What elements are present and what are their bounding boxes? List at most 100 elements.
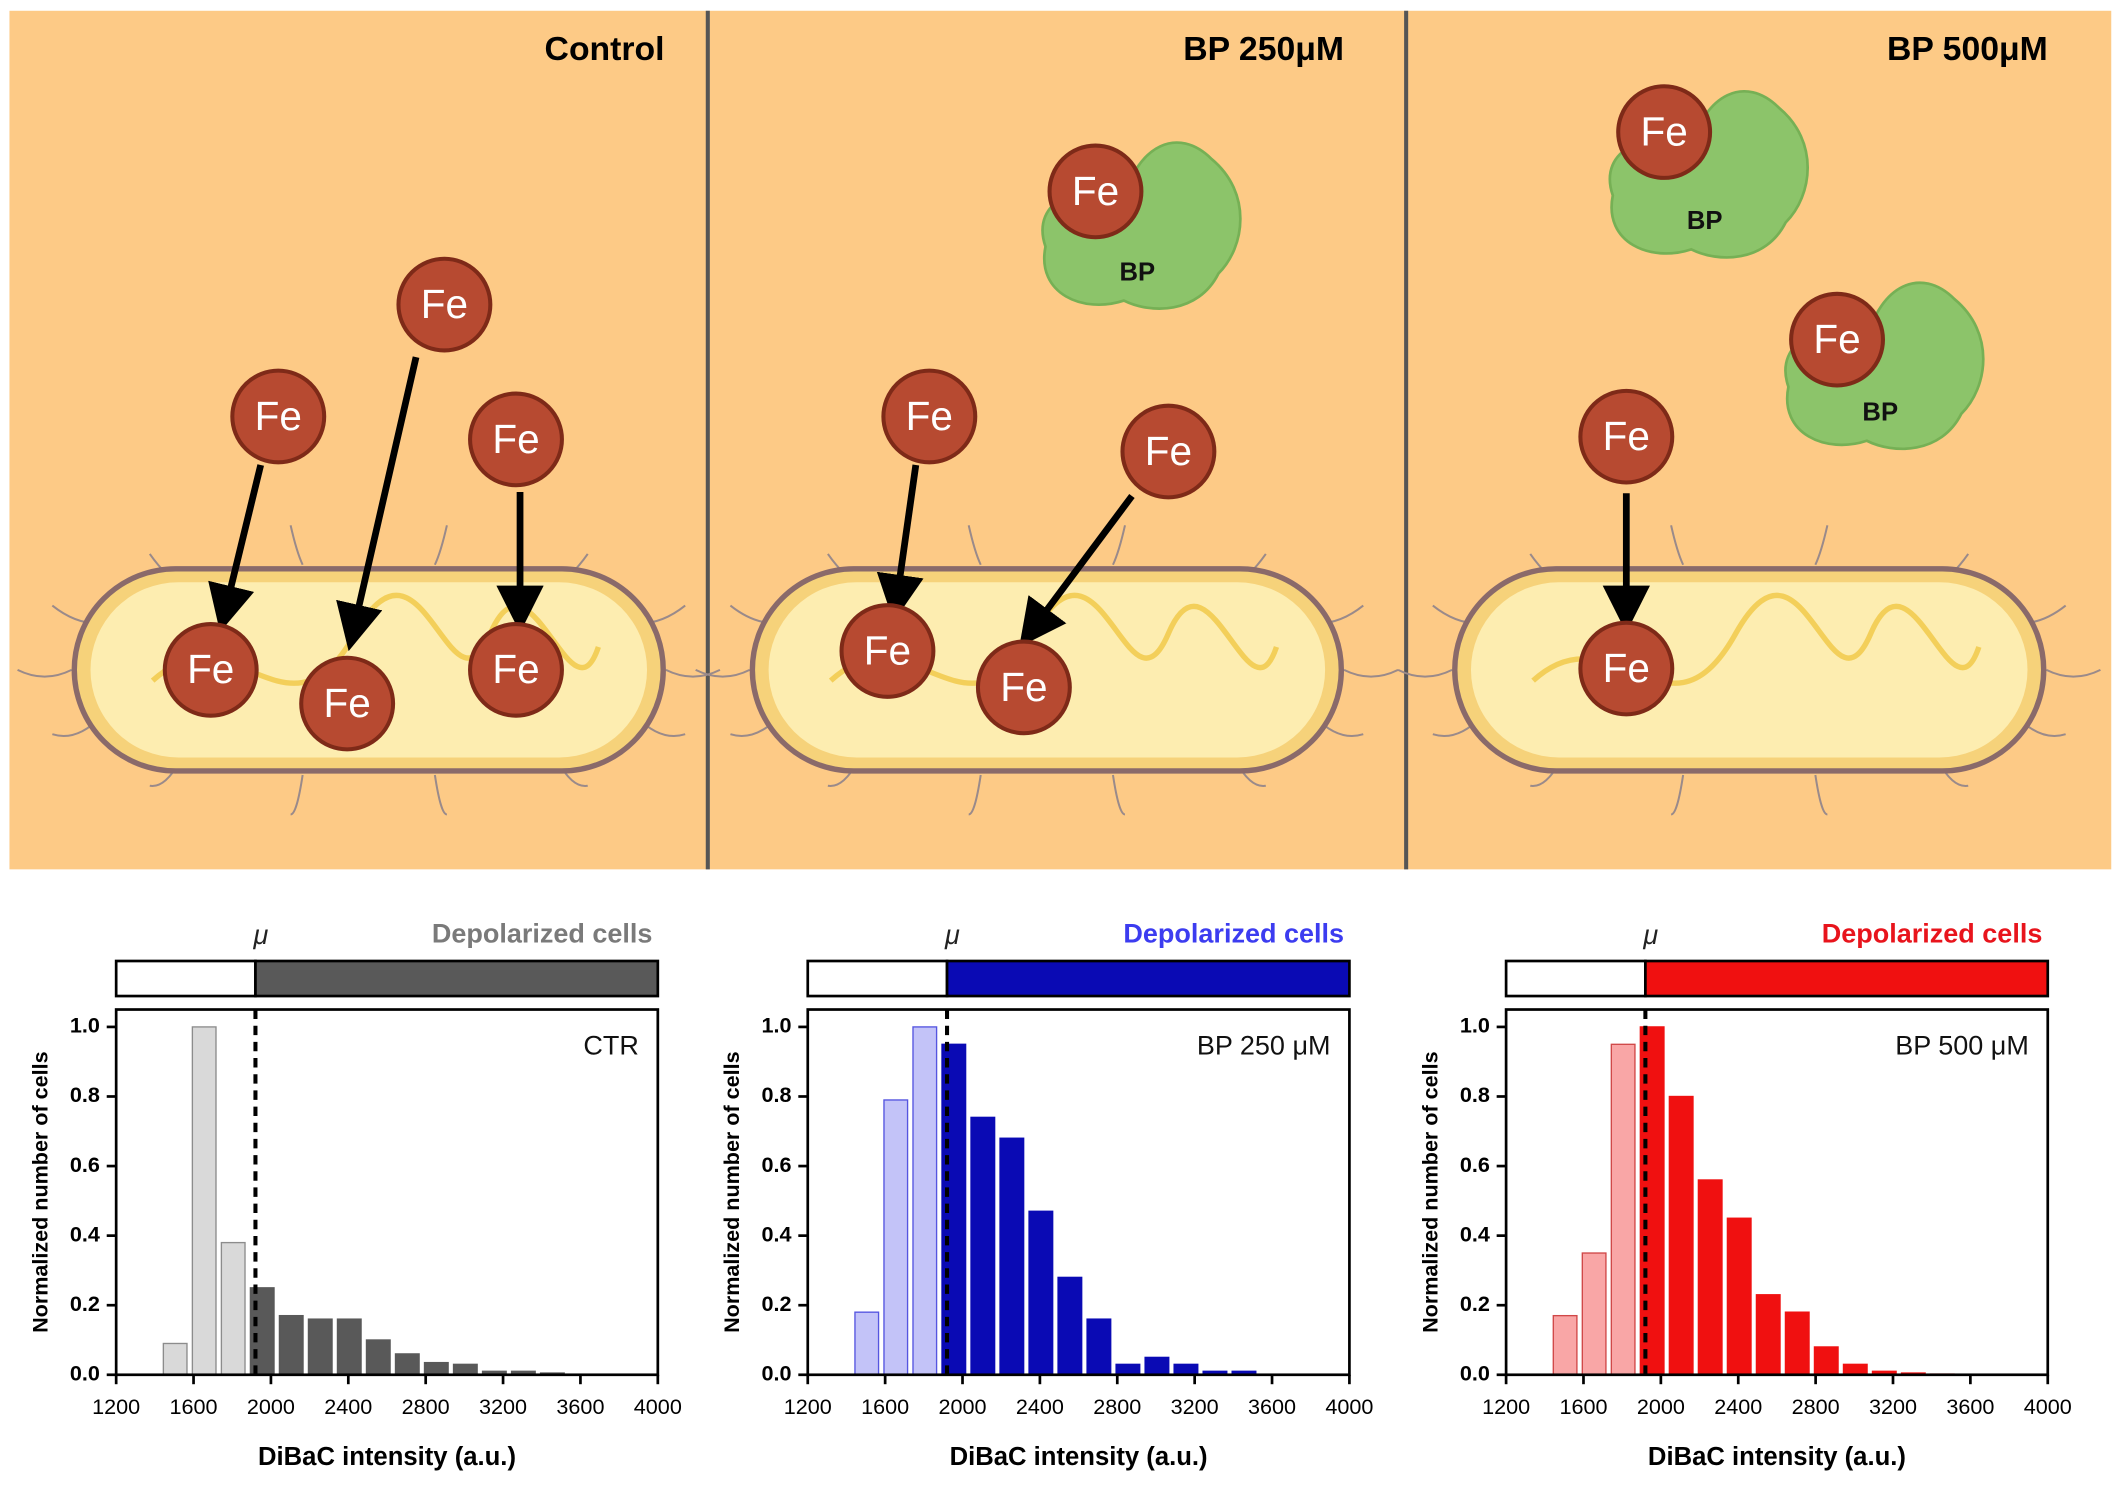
histogram-bar <box>1755 1294 1781 1376</box>
y-tick-label: 0.2 <box>762 1291 792 1316</box>
histogram-bar <box>883 1099 909 1376</box>
histogram-bar <box>970 1116 996 1376</box>
population-strip-above <box>254 959 660 998</box>
protein-label: BP <box>1120 258 1156 286</box>
histogram-bar <box>1610 1043 1636 1376</box>
x-axis-label: DiBaC intensity (a.u.) <box>950 1443 1208 1471</box>
flagellum <box>695 668 751 678</box>
histogram-bar <box>1668 1095 1694 1376</box>
iron-ion <box>975 639 1072 736</box>
x-tick-label: 2800 <box>1093 1394 1141 1419</box>
flagellum <box>665 668 721 678</box>
iron-label: Fe <box>1641 108 1688 154</box>
iron-label: Fe <box>187 646 234 692</box>
x-tick-label: 1600 <box>170 1394 218 1419</box>
population-strip-above <box>945 959 1351 998</box>
histogram-bar <box>1173 1363 1199 1376</box>
iron-label: Fe <box>1603 645 1650 691</box>
legend-label: Depolarized cells <box>1123 919 1344 949</box>
dna <box>150 592 601 686</box>
x-axis-label: DiBaC intensity (a.u.) <box>1648 1443 1906 1471</box>
plot-frame <box>114 1008 660 1377</box>
y-tick-label: 0.2 <box>70 1291 100 1316</box>
iron-label: Fe <box>1000 664 1047 710</box>
x-tick-label: 1200 <box>92 1394 140 1419</box>
x-tick-label: 2400 <box>324 1394 372 1419</box>
iron-label: Fe <box>492 416 539 462</box>
iron-ion <box>1120 403 1217 500</box>
iron-label: Fe <box>421 281 468 327</box>
x-tick-label: 2400 <box>1016 1394 1064 1419</box>
x-tick-label: 3600 <box>556 1394 604 1419</box>
iron-ion <box>1578 388 1675 485</box>
histogram-bar <box>1726 1217 1752 1376</box>
y-tick-label: 0.4 <box>762 1221 792 1246</box>
iron-label: Fe <box>1603 413 1650 459</box>
histogram-bar <box>1784 1311 1810 1376</box>
flagellum <box>1111 774 1126 816</box>
iron-label: Fe <box>324 680 371 726</box>
uptake-arrow <box>1019 493 1135 648</box>
dna <box>828 592 1280 686</box>
y-tick-label: 0.8 <box>762 1082 792 1107</box>
iron-ion <box>299 655 396 752</box>
x-tick-label: 3600 <box>1946 1394 1994 1419</box>
flagellum <box>1814 774 1828 816</box>
y-tick-label: 1.0 <box>70 1013 100 1038</box>
x-tick-label: 3600 <box>1248 1394 1296 1419</box>
flagellum <box>1112 525 1126 566</box>
x-tick-label: 3200 <box>1869 1394 1917 1419</box>
y-axis-label: Normalized number of cells <box>1417 1051 1442 1332</box>
histogram-bar <box>452 1363 478 1376</box>
x-tick-label: 4000 <box>1325 1394 1373 1419</box>
x-tick-label: 2000 <box>1637 1394 1685 1419</box>
x-tick-label: 3200 <box>1171 1394 1219 1419</box>
flagellum <box>1670 774 1685 816</box>
iron-ion <box>1789 291 1885 388</box>
flagellum <box>290 774 304 816</box>
uptake-arrow <box>336 356 420 652</box>
histogram-bar <box>912 1026 938 1376</box>
y-tick-label: 0.8 <box>1460 1082 1490 1107</box>
histogram-bar <box>365 1339 391 1376</box>
iron-label: Fe <box>906 393 953 439</box>
iron-ion <box>881 368 978 465</box>
histogram-bar <box>1057 1276 1083 1376</box>
y-tick-label: 0.4 <box>70 1221 100 1246</box>
x-tick-label: 2000 <box>938 1394 986 1419</box>
y-tick-label: 0.0 <box>1460 1361 1490 1386</box>
y-tick-label: 0.8 <box>70 1082 100 1107</box>
plot-frame <box>806 1008 1351 1377</box>
y-tick-label: 0.4 <box>1460 1221 1490 1246</box>
histogram-bar <box>336 1318 362 1376</box>
flagellum <box>967 525 982 566</box>
iron-label: Fe <box>1813 316 1860 362</box>
iron-label: Fe <box>864 627 911 673</box>
y-tick-label: 0.0 <box>762 1361 792 1386</box>
x-axis-label: DiBaC intensity (a.u.) <box>258 1443 516 1471</box>
flagellum <box>289 525 304 566</box>
mu-label: μ <box>1642 920 1658 950</box>
flagellum <box>433 774 448 816</box>
x-tick-label: 2000 <box>247 1394 295 1419</box>
histogram-bar <box>1144 1356 1170 1376</box>
population-strip-below <box>806 959 949 998</box>
mu-label: μ <box>944 920 960 950</box>
iron-ion <box>468 622 564 718</box>
y-tick-label: 0.2 <box>1460 1291 1490 1316</box>
flagellum <box>17 668 73 678</box>
flagellum <box>1343 668 1399 678</box>
iron-ion <box>1578 620 1675 717</box>
cell-cytoplasm <box>1470 582 2028 758</box>
iron-label: Fe <box>1145 428 1192 474</box>
x-tick-label: 1200 <box>1482 1394 1530 1419</box>
protein-label: BP <box>1687 207 1723 235</box>
histogram-bar <box>191 1026 217 1376</box>
x-tick-label: 1200 <box>784 1394 832 1419</box>
histogram-bar <box>1581 1252 1607 1376</box>
histogram-bar <box>999 1137 1025 1376</box>
legend-label: Depolarized cells <box>432 919 653 949</box>
histogram-bar <box>854 1311 880 1376</box>
iron-label: Fe <box>1072 168 1119 214</box>
histogram-bar <box>162 1342 188 1376</box>
